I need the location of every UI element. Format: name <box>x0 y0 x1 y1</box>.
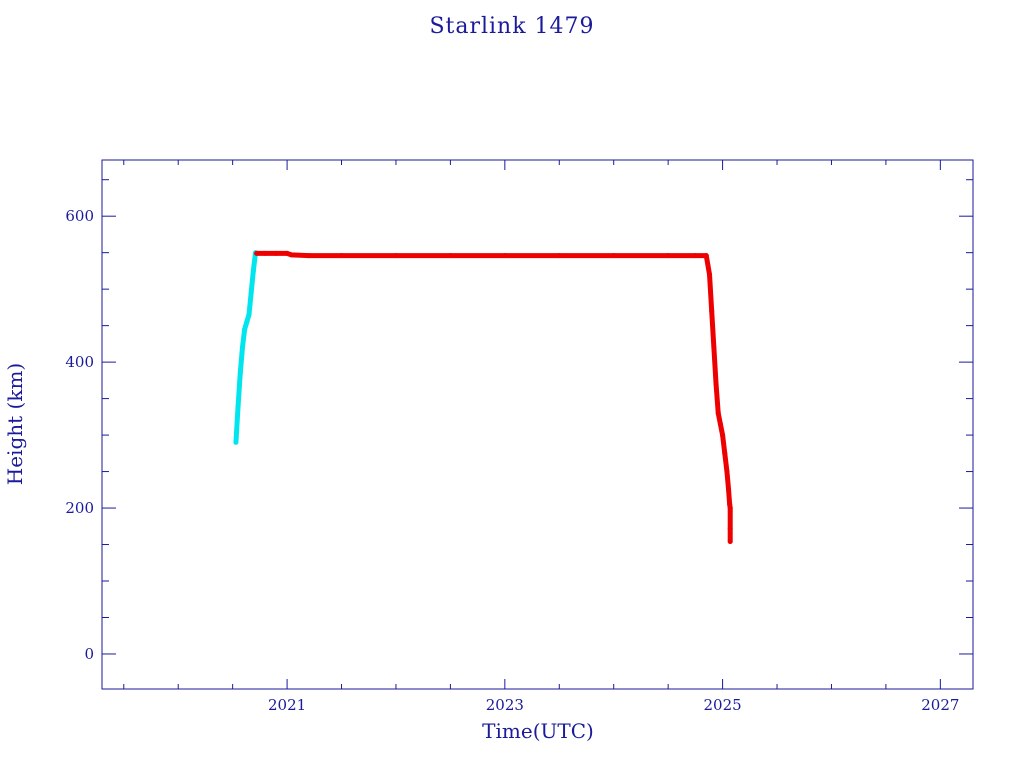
data-point <box>703 253 709 259</box>
data-point <box>502 253 508 259</box>
data-point <box>306 253 312 259</box>
data-point <box>726 487 732 493</box>
data-point <box>692 253 698 259</box>
series-trace <box>256 250 733 542</box>
y-tick-label: 600 <box>65 207 94 225</box>
data-point <box>250 268 256 274</box>
data-point <box>239 345 245 351</box>
data-point <box>727 539 733 545</box>
series-trace <box>236 253 730 512</box>
x-tick-label: 2027 <box>921 696 959 714</box>
x-tick-label: 2023 <box>486 696 524 714</box>
x-axis-label: Time(UTC) <box>482 719 594 743</box>
y-tick-label: 0 <box>84 645 94 663</box>
data-point <box>713 381 719 387</box>
data-point <box>393 253 399 259</box>
data-marks <box>233 250 733 545</box>
data-point <box>246 312 252 318</box>
series-0 <box>233 250 732 514</box>
data-point <box>556 253 562 259</box>
data-point <box>262 250 268 256</box>
data-point <box>715 410 721 416</box>
data-point <box>339 253 345 259</box>
data-point <box>447 253 453 259</box>
data-point <box>665 253 671 259</box>
data-point <box>244 319 250 325</box>
data-point <box>248 290 254 296</box>
x-tick-label: 2025 <box>703 696 741 714</box>
data-point <box>233 439 239 445</box>
data-point <box>707 272 713 278</box>
y-axis-label: Height (km) <box>3 363 27 485</box>
data-point <box>722 450 728 456</box>
data-point <box>284 250 290 256</box>
data-point <box>235 403 241 409</box>
data-point <box>242 326 248 332</box>
data-point <box>709 308 715 314</box>
series-1 <box>254 250 733 545</box>
data-point <box>288 252 294 258</box>
axis-ticks <box>102 160 973 689</box>
x-tick-label: 2021 <box>268 696 306 714</box>
chart-title: Starlink 1479 <box>429 14 595 39</box>
data-point <box>727 505 733 511</box>
tick-labels: 2021 2023 2025 2027 0 200 400 600 <box>65 207 959 714</box>
data-point <box>611 253 617 259</box>
data-point <box>717 421 723 427</box>
y-tick-label: 400 <box>65 353 94 371</box>
data-point <box>273 250 279 256</box>
data-point <box>720 432 726 438</box>
plot-frame <box>101 159 974 690</box>
data-point <box>254 250 260 256</box>
data-point <box>237 370 243 376</box>
data-point <box>711 345 717 351</box>
y-tick-label: 200 <box>65 499 94 517</box>
data-point <box>724 469 730 475</box>
data-point <box>727 525 733 531</box>
